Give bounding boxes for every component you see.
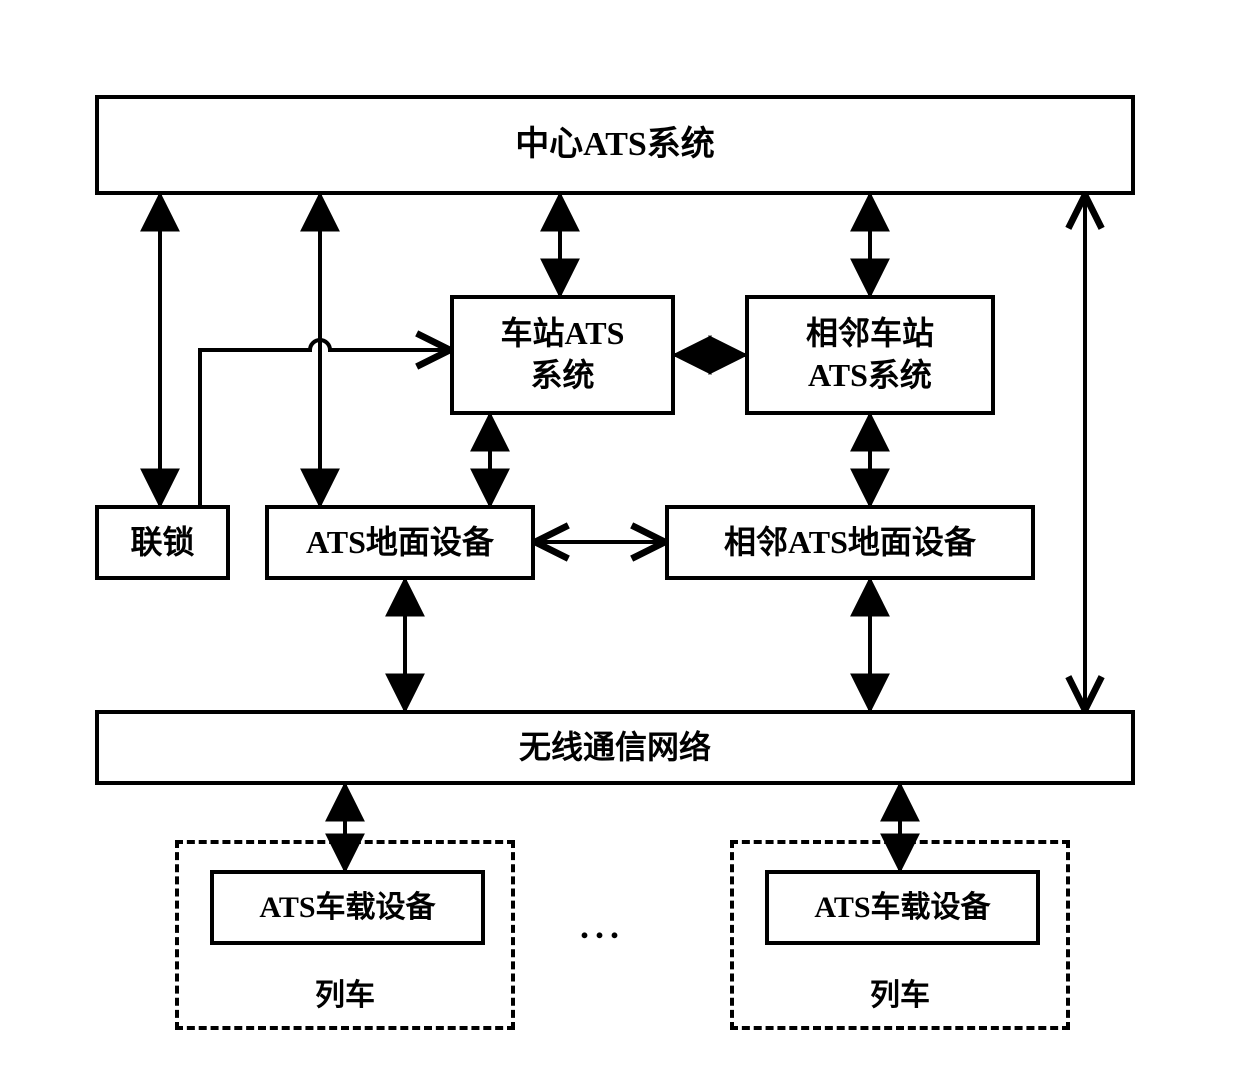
node-ats-ground: ATS地面设备 <box>265 505 535 580</box>
node-wireless: 无线通信网络 <box>95 710 1135 785</box>
node-label: 联锁 <box>130 522 194 564</box>
node-label: ATS车载设备 <box>259 888 435 927</box>
node-label: 列车 <box>734 970 1066 1014</box>
node-label: 无线通信网络 <box>519 727 711 769</box>
node-label: 列车 <box>179 970 511 1014</box>
node-interlock: 联锁 <box>95 505 230 580</box>
node-label: 相邻ATS地面设备 <box>724 522 976 564</box>
node-center-ats: 中心ATS系统 <box>95 95 1135 195</box>
node-station-ats: 车站ATS 系统 <box>450 295 675 415</box>
node-adj-station-ats: 相邻车站 ATS系统 <box>745 295 995 415</box>
node-label: 相邻车站 ATS系统 <box>806 313 934 396</box>
diagram-canvas: 中心ATS系统 车站ATS 系统 相邻车站 ATS系统 联锁 ATS地面设备 相… <box>0 0 1234 1072</box>
node-train2-device: ATS车载设备 <box>765 870 1040 945</box>
ellipsis: ... <box>580 905 625 947</box>
node-label: ATS车载设备 <box>814 888 990 927</box>
node-train1-device: ATS车载设备 <box>210 870 485 945</box>
edge-hop <box>200 340 450 505</box>
node-adj-ats-ground: 相邻ATS地面设备 <box>665 505 1035 580</box>
node-label: 中心ATS系统 <box>515 123 715 167</box>
node-label: 车站ATS 系统 <box>501 313 625 396</box>
node-label: ATS地面设备 <box>306 522 494 564</box>
